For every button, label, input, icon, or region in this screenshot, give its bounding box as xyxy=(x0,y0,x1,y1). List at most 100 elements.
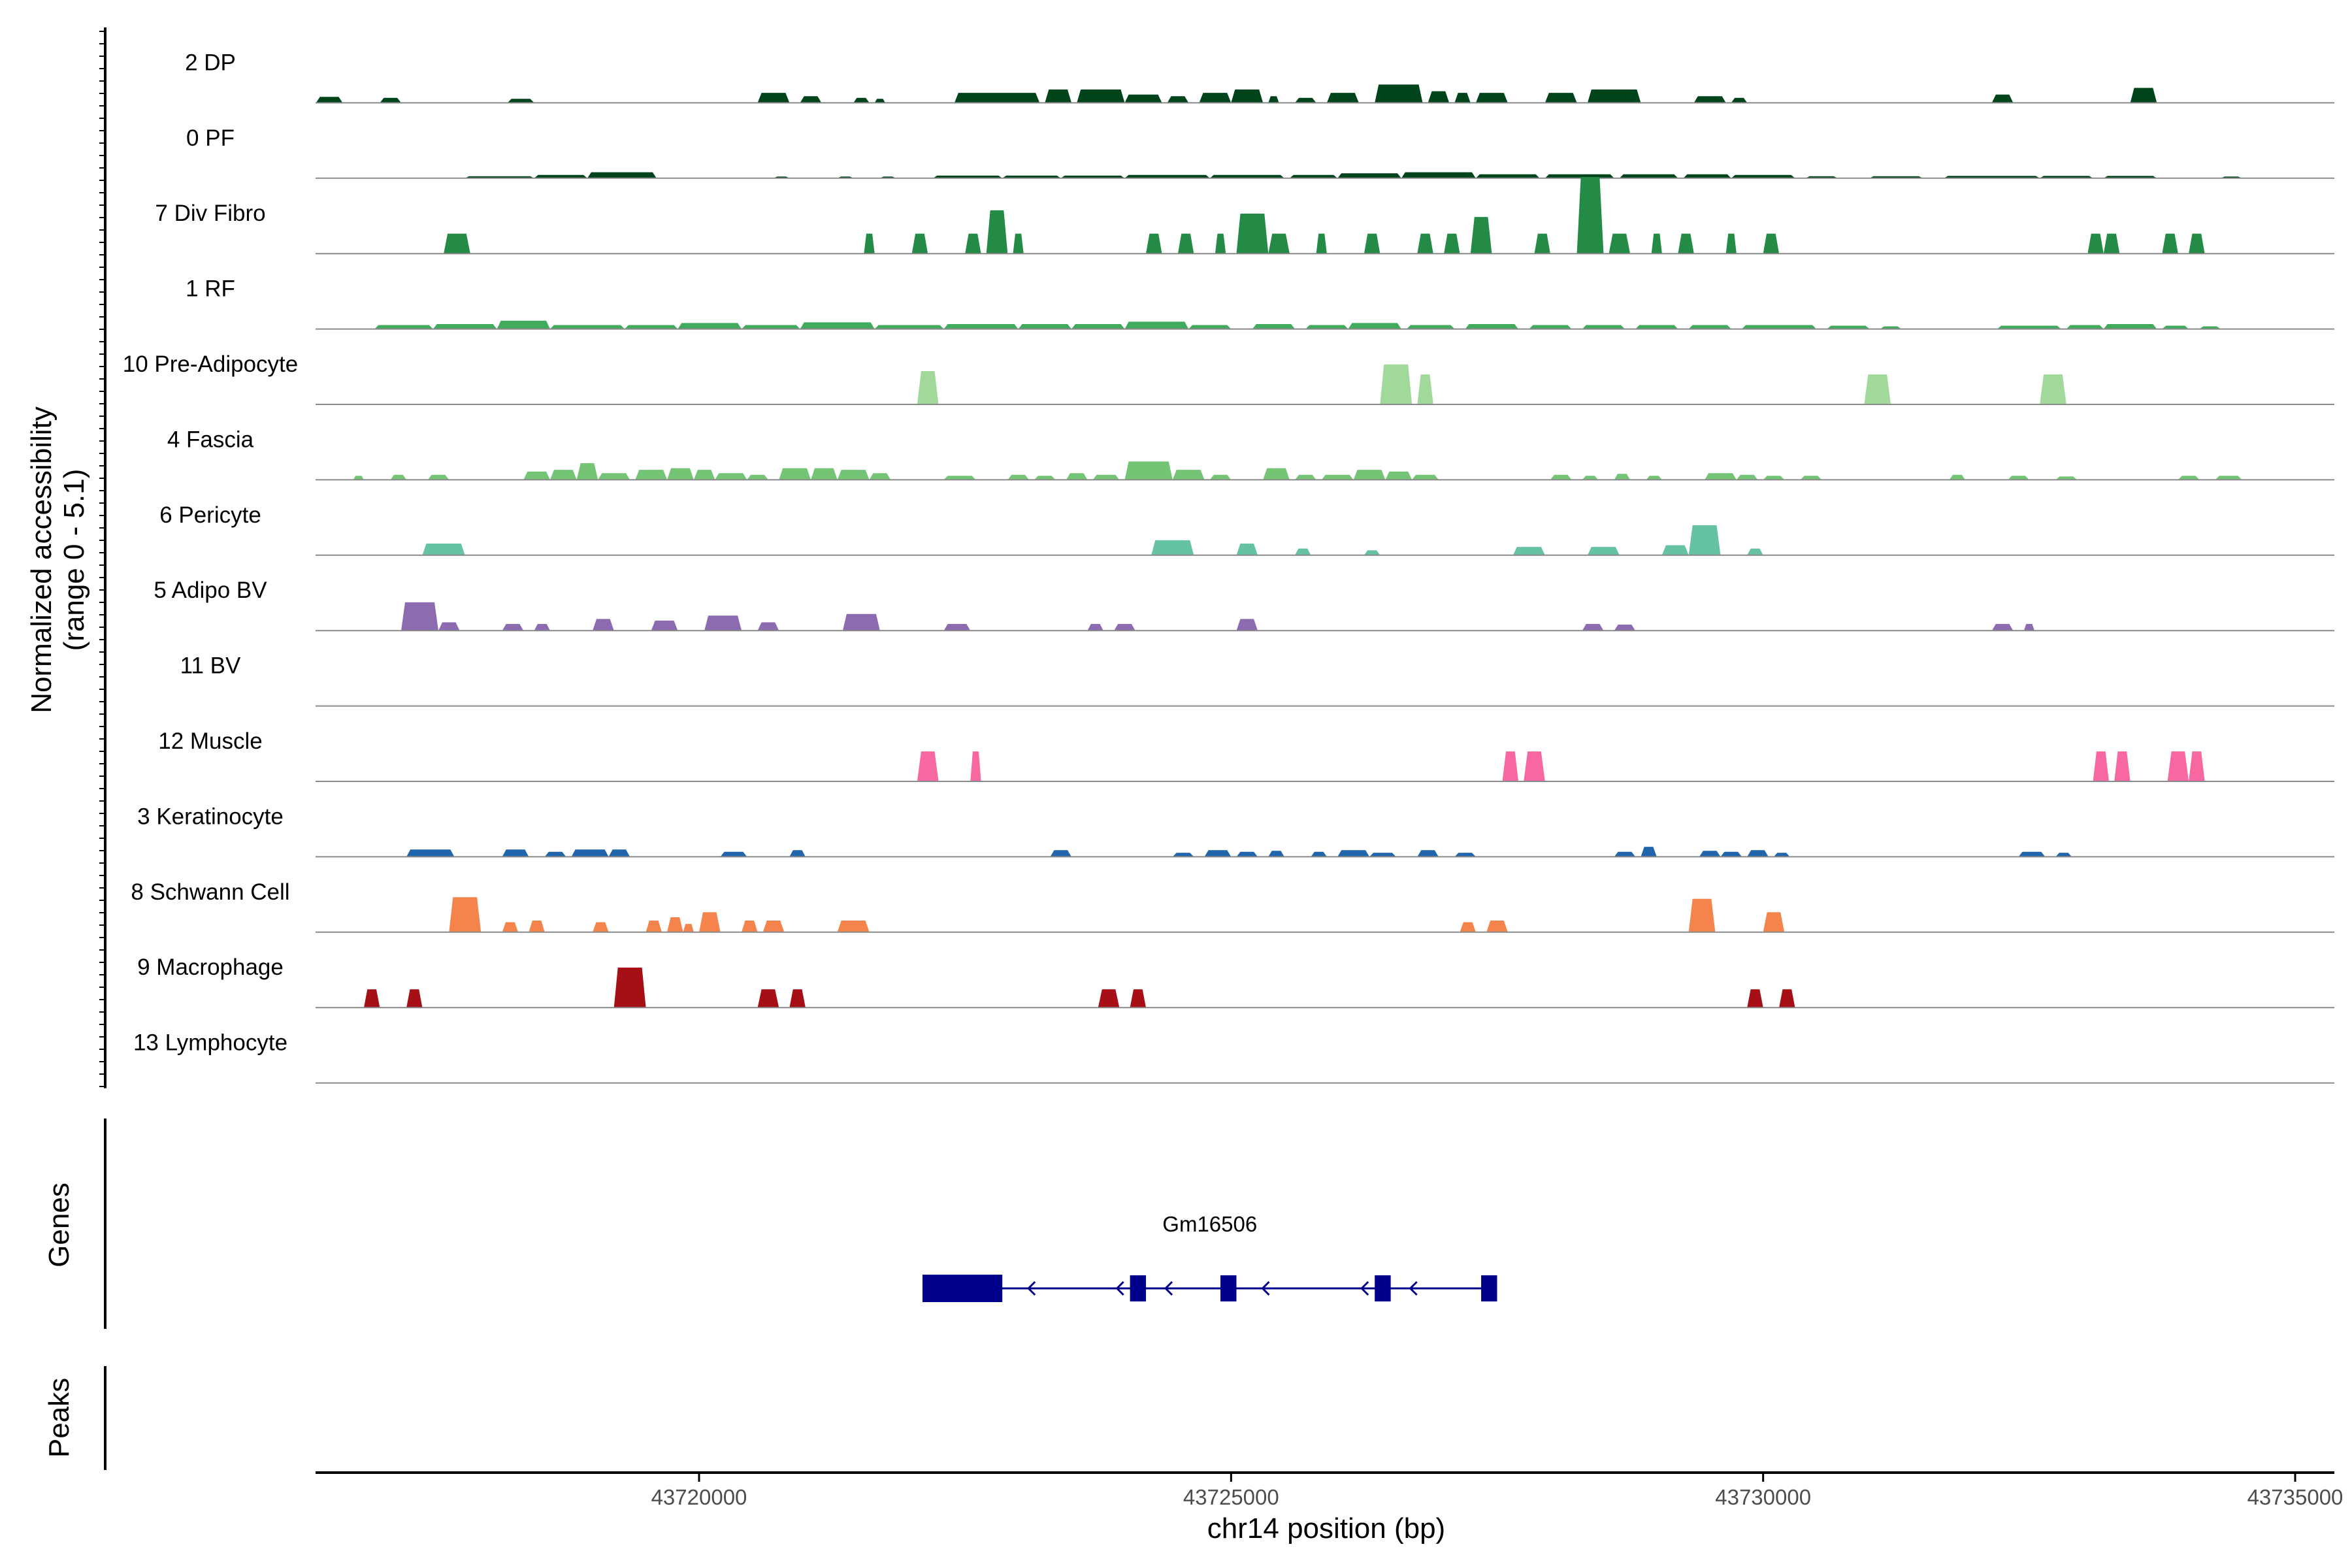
peak-mark xyxy=(406,989,423,1008)
peak-mark xyxy=(837,470,870,480)
peak-mark xyxy=(1688,898,1716,932)
peak-mark xyxy=(1045,90,1071,103)
peak-mark xyxy=(544,851,566,857)
y-axis-title-line1: Normalized accessibility xyxy=(25,406,57,713)
peak-mark xyxy=(1060,175,1125,178)
peak-mark xyxy=(2167,751,2189,781)
peak-mark xyxy=(1177,233,1194,254)
peak-mark xyxy=(1502,751,1519,781)
peak-mark xyxy=(757,989,779,1008)
track-6: 6 Pericyte xyxy=(159,502,2334,556)
track-label: 1 RF xyxy=(186,276,235,302)
peak-mark xyxy=(1417,374,1433,404)
peak-mark xyxy=(1066,473,1088,480)
peak-mark xyxy=(1774,853,1790,857)
peak-mark xyxy=(779,468,811,480)
strand-arrow xyxy=(1115,1281,1124,1296)
peak-mark xyxy=(1688,525,1721,555)
peak-mark xyxy=(811,468,838,480)
peak-mark xyxy=(1124,94,1162,103)
x-tick-label: 43720000 xyxy=(651,1485,747,1509)
peak-mark xyxy=(1705,473,1737,480)
gene-name-label: Gm16506 xyxy=(1162,1212,1257,1236)
peak-mark xyxy=(1614,474,1631,480)
peak-mark xyxy=(1864,374,1891,404)
peak-mark xyxy=(1688,325,1731,329)
peak-mark xyxy=(1646,476,1662,480)
peak-mark xyxy=(613,968,646,1008)
peak-mark xyxy=(853,97,870,103)
peak-mark xyxy=(2055,476,2078,480)
peak-mark xyxy=(1326,93,1359,103)
peak-mark xyxy=(1582,325,1625,329)
peak-mark xyxy=(2103,324,2157,329)
peak-mark xyxy=(1295,548,1311,555)
peak-mark xyxy=(1587,547,1620,555)
peak-mark xyxy=(970,751,981,781)
peak-mark xyxy=(1524,751,1545,781)
peak-mark xyxy=(757,93,790,103)
peak-mark xyxy=(534,624,550,631)
peak-mark xyxy=(2008,476,2029,480)
peak-mark xyxy=(2040,374,2066,404)
peak-mark xyxy=(1172,470,1205,480)
peak-mark xyxy=(1236,851,1258,857)
peak-mark xyxy=(1401,172,1476,178)
peak-mark xyxy=(2087,233,2104,254)
peak-mark xyxy=(1364,550,1380,555)
peak-mark xyxy=(1550,474,1572,480)
peak-mark xyxy=(683,924,694,932)
peak-mark xyxy=(704,615,742,631)
peak-mark xyxy=(954,93,1040,103)
peak-mark xyxy=(1731,97,1748,103)
peak-mark xyxy=(1050,850,1071,857)
gene-exon xyxy=(1375,1275,1391,1301)
peak-mark xyxy=(502,922,519,932)
peak-mark xyxy=(1268,96,1279,103)
peak-mark xyxy=(1742,325,1817,329)
peak-mark xyxy=(422,544,465,555)
peak-mark xyxy=(1268,851,1284,857)
peak-mark xyxy=(1375,84,1423,103)
peak-mark xyxy=(390,474,407,480)
track-10: 3 Keratinocyte xyxy=(137,804,2334,858)
peak-mark xyxy=(1991,94,2014,103)
peak-mark xyxy=(1465,324,1519,329)
peak-mark xyxy=(917,751,939,781)
peak-mark xyxy=(1683,174,1731,178)
track-label: 4 Fascia xyxy=(167,427,254,452)
peak-mark xyxy=(1725,233,1737,254)
peak-mark xyxy=(1385,471,1413,480)
peak-mark xyxy=(507,99,534,103)
peak-mark xyxy=(1092,474,1120,480)
strand-arrow xyxy=(1409,1281,1418,1296)
peak-mark xyxy=(800,322,875,329)
peak-mark xyxy=(1731,174,1795,178)
peak-mark xyxy=(427,474,449,480)
peak-mark xyxy=(667,468,694,480)
peak-mark xyxy=(444,233,470,254)
peak-mark xyxy=(502,624,524,631)
peak-mark xyxy=(1114,624,1135,631)
peak-mark xyxy=(651,620,678,631)
peak-mark xyxy=(2215,476,2242,480)
gene-exon xyxy=(1481,1275,1497,1301)
peak-mark xyxy=(1699,851,1721,857)
peak-mark xyxy=(1582,476,1599,480)
peak-mark xyxy=(625,325,678,329)
track-label: 10 Pre-Adipocyte xyxy=(123,351,298,377)
left-axes xyxy=(99,27,106,1470)
peak-mark xyxy=(449,897,482,932)
genes-layer: Gm16506 xyxy=(923,1212,1497,1302)
peak-mark xyxy=(2189,233,2205,254)
peak-mark xyxy=(1124,461,1173,480)
peak-mark xyxy=(635,470,668,480)
strand-arrow xyxy=(1360,1281,1369,1296)
track-label: 8 Schwann Cell xyxy=(131,879,289,905)
peak-mark xyxy=(1236,619,1258,631)
peak-mark xyxy=(2018,851,2046,857)
peak-mark xyxy=(1124,174,1210,178)
peak-mark xyxy=(1949,474,1966,480)
